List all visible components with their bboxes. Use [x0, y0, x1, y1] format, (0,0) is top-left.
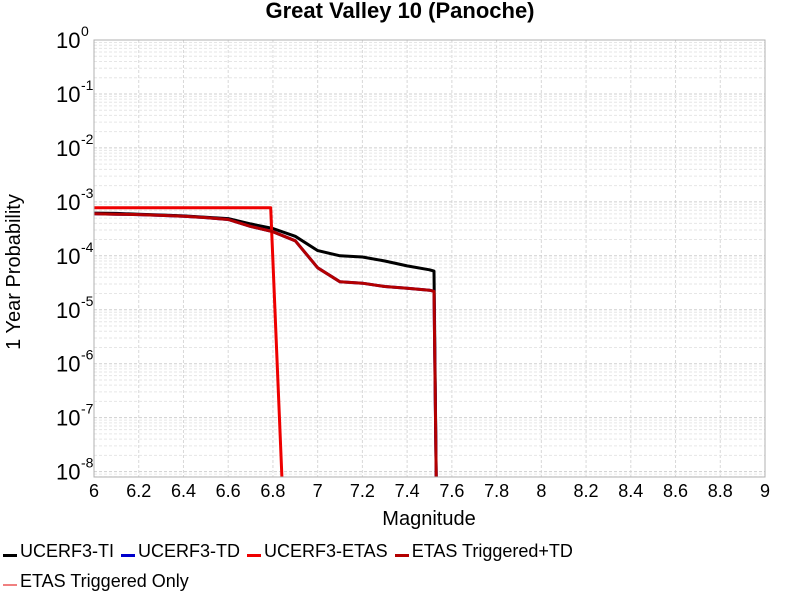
y-tick-exponent: -3: [81, 185, 94, 201]
y-tick-label: 10 -3: [56, 185, 94, 215]
x-tick-label: 7.4: [395, 481, 420, 501]
y-tick-label: 10 -8: [56, 455, 94, 485]
legend-item: UCERF3-TI: [0, 541, 114, 562]
legend-item: UCERF3-TD: [118, 541, 240, 562]
y-tick-exponent: -1: [81, 77, 94, 93]
x-axis-label: Magnitude: [382, 508, 475, 530]
y-tick-exponent: -5: [81, 293, 94, 309]
grid: [93, 39, 766, 478]
y-tick-label: 10 0: [56, 23, 89, 53]
y-tick-label: 10 -7: [56, 401, 94, 431]
y-tick-base: 10: [56, 190, 80, 215]
y-tick-base: 10: [56, 298, 80, 323]
y-tick-label: 10 -1: [56, 77, 94, 107]
legend-row: UCERF3-TI UCERF3-TD UCERF3-ETAS ETAS Trigge…: [0, 536, 800, 566]
legend-label: UCERF3-ETAS: [264, 540, 388, 561]
y-tick-base: 10: [56, 244, 80, 269]
x-tick-label: 7.2: [350, 481, 375, 501]
legend-swatch: [3, 584, 17, 586]
chart-svg: 6 6.2 6.4 6.6 6.8 7 7.2 7.4 7.6 7.8 8 8.2 8.4 8.6 8.8 9…: [3, 0, 770, 530]
y-tick-exponent: -2: [81, 131, 94, 147]
x-tick-label: 8.8: [708, 481, 733, 501]
y-tick-base: 10: [56, 460, 80, 485]
x-tick-label: 7.8: [484, 481, 509, 501]
y-tick-exponent: -7: [81, 401, 94, 417]
y-tick-label: 10 -2: [56, 131, 94, 161]
x-tick-label: 8.6: [663, 481, 688, 501]
y-tick-exponent: -8: [81, 455, 94, 471]
x-tick-label: 9: [760, 481, 770, 501]
y-tick-exponent: 0: [81, 23, 89, 39]
y-tick-base: 10: [56, 406, 80, 431]
legend-item: ETAS Triggered+TD: [392, 541, 573, 562]
x-tick-label: 8.2: [574, 481, 599, 501]
x-tick-label: 6.8: [260, 481, 285, 501]
y-tick-base: 10: [56, 136, 80, 161]
x-tick-label: 8.4: [618, 481, 643, 501]
y-tick-exponent: -4: [81, 239, 94, 255]
legend-swatch: [3, 553, 17, 557]
x-tick-label: 8: [536, 481, 546, 501]
y-tick-base: 10: [56, 82, 80, 107]
x-tick-label: 6.6: [216, 481, 241, 501]
legend-row: ETAS Triggered Only: [0, 566, 800, 596]
y-tick-base: 10: [56, 28, 80, 53]
legend-item: UCERF3-ETAS: [244, 541, 388, 562]
x-ticks: 6 6.2 6.4 6.6 6.8 7 7.2 7.4 7.6 7.8 8 8.2 8.4 8.6 8.8 9: [89, 481, 770, 501]
legend-swatch: [121, 553, 135, 557]
legend-label: UCERF3-TI: [20, 540, 114, 561]
series-line-ucerf3-etas: [94, 206, 284, 478]
x-tick-label: 6.4: [171, 481, 196, 501]
plot-border: [93, 39, 766, 478]
legend-item: ETAS Triggered Only: [0, 571, 189, 592]
y-axis-label: 1 Year Probability: [3, 194, 25, 350]
y-tick-label: 10 -4: [56, 239, 94, 269]
legend-label: ETAS Triggered Only: [20, 570, 189, 591]
series-line-etas-triggered-td: [93, 212, 438, 478]
y-tick-exponent: -6: [81, 347, 94, 363]
legend: UCERF3-TI UCERF3-TD UCERF3-ETAS ETAS Trigge…: [0, 536, 800, 596]
legend-label: ETAS Triggered+TD: [411, 540, 573, 561]
y-tick-base: 10: [56, 352, 80, 377]
x-tick-label: 7.6: [439, 481, 464, 501]
series-group: [93, 206, 438, 478]
chart-title: Great Valley 10 (Panoche): [265, 0, 534, 23]
legend-swatch: [247, 553, 261, 557]
legend-label: UCERF3-TD: [138, 540, 240, 561]
x-tick-label: 6.2: [126, 481, 151, 501]
legend-swatch: [394, 553, 409, 557]
x-tick-label: 6: [89, 481, 99, 501]
y-tick-label: 10 -5: [56, 293, 94, 323]
x-tick-label: 7: [313, 481, 323, 501]
y-tick-label: 10 -6: [56, 347, 94, 377]
